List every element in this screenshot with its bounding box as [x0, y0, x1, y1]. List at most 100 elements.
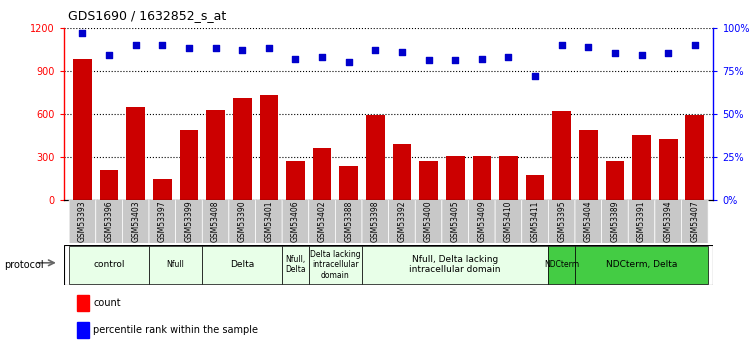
Bar [659, 139, 677, 200]
Text: GSM53410: GSM53410 [504, 201, 513, 243]
Bar [233, 98, 252, 200]
Point [210, 46, 222, 51]
Bar [77, 295, 89, 311]
FancyBboxPatch shape [149, 199, 176, 244]
Text: GSM53403: GSM53403 [131, 201, 140, 243]
Text: count: count [93, 298, 121, 308]
Text: GSM53406: GSM53406 [291, 201, 300, 243]
Text: GSM53389: GSM53389 [611, 201, 620, 243]
Bar [553, 111, 571, 200]
FancyBboxPatch shape [522, 199, 548, 244]
Text: Delta lacking
intracellular
domain: Delta lacking intracellular domain [310, 250, 360, 280]
Bar [339, 166, 358, 200]
Text: Delta: Delta [230, 260, 255, 269]
Point [103, 52, 115, 58]
Bar [100, 170, 119, 200]
Bar [686, 115, 704, 200]
Text: control: control [93, 260, 125, 269]
FancyBboxPatch shape [362, 199, 389, 244]
FancyBboxPatch shape [548, 199, 575, 244]
FancyBboxPatch shape [336, 199, 362, 244]
Bar [499, 156, 517, 200]
Text: GDS1690 / 1632852_s_at: GDS1690 / 1632852_s_at [68, 9, 226, 22]
Bar [312, 148, 331, 200]
Bar [73, 59, 92, 200]
FancyBboxPatch shape [495, 199, 522, 244]
Point [582, 44, 594, 49]
FancyBboxPatch shape [282, 246, 309, 284]
Bar [207, 110, 225, 200]
Point [662, 51, 674, 56]
Text: GSM53408: GSM53408 [211, 201, 220, 243]
Text: NDCterm, Delta: NDCterm, Delta [606, 260, 677, 269]
Text: GSM53398: GSM53398 [371, 201, 380, 243]
Point [316, 54, 328, 60]
FancyBboxPatch shape [69, 199, 96, 244]
Point [130, 42, 142, 48]
FancyBboxPatch shape [629, 199, 655, 244]
FancyBboxPatch shape [202, 246, 282, 284]
Point [342, 59, 354, 65]
Text: GSM53391: GSM53391 [637, 201, 646, 243]
Text: protocol: protocol [4, 260, 44, 270]
Text: GSM53390: GSM53390 [238, 201, 247, 243]
Text: GSM53404: GSM53404 [584, 201, 593, 243]
Point [449, 58, 461, 63]
Text: GSM53409: GSM53409 [478, 201, 487, 243]
FancyBboxPatch shape [575, 246, 708, 284]
FancyBboxPatch shape [176, 199, 202, 244]
Bar [393, 144, 412, 200]
FancyBboxPatch shape [69, 246, 149, 284]
FancyBboxPatch shape [442, 199, 469, 244]
Text: GSM53407: GSM53407 [690, 201, 699, 243]
FancyBboxPatch shape [255, 199, 282, 244]
FancyBboxPatch shape [389, 199, 415, 244]
Text: GSM53401: GSM53401 [264, 201, 273, 243]
Point [635, 52, 647, 58]
Text: GSM53395: GSM53395 [557, 201, 566, 243]
Text: GSM53402: GSM53402 [318, 201, 327, 243]
Bar [419, 161, 438, 200]
Text: GSM53396: GSM53396 [104, 201, 113, 243]
FancyBboxPatch shape [229, 199, 255, 244]
Point [396, 49, 408, 55]
FancyBboxPatch shape [469, 199, 495, 244]
Text: GSM53405: GSM53405 [451, 201, 460, 243]
FancyBboxPatch shape [362, 246, 548, 284]
Text: GSM53399: GSM53399 [185, 201, 194, 243]
Bar [605, 161, 624, 200]
Bar [179, 130, 198, 200]
Point [689, 42, 701, 48]
Point [529, 73, 541, 79]
FancyBboxPatch shape [415, 199, 442, 244]
Bar [579, 130, 598, 200]
Bar [126, 107, 145, 200]
Point [556, 42, 568, 48]
Text: GSM53388: GSM53388 [344, 201, 353, 242]
Point [289, 56, 301, 61]
Bar [260, 95, 278, 200]
Point [156, 42, 168, 48]
FancyBboxPatch shape [602, 199, 629, 244]
Text: GSM53392: GSM53392 [397, 201, 406, 243]
Bar [153, 179, 172, 200]
Text: GSM53397: GSM53397 [158, 201, 167, 243]
FancyBboxPatch shape [655, 199, 681, 244]
Text: Nfull, Delta lacking
intracellular domain: Nfull, Delta lacking intracellular domai… [409, 255, 501, 275]
FancyBboxPatch shape [309, 199, 336, 244]
Bar [366, 115, 385, 200]
Bar [632, 135, 651, 200]
FancyBboxPatch shape [309, 246, 362, 284]
Point [423, 58, 435, 63]
FancyBboxPatch shape [282, 199, 309, 244]
Text: GSM53393: GSM53393 [78, 201, 87, 243]
Bar [77, 322, 89, 338]
Bar [526, 175, 544, 200]
Text: GSM53411: GSM53411 [530, 201, 539, 242]
FancyBboxPatch shape [149, 246, 202, 284]
FancyBboxPatch shape [548, 246, 575, 284]
Bar [472, 156, 491, 200]
FancyBboxPatch shape [202, 199, 229, 244]
Point [183, 46, 195, 51]
Bar [286, 161, 305, 200]
